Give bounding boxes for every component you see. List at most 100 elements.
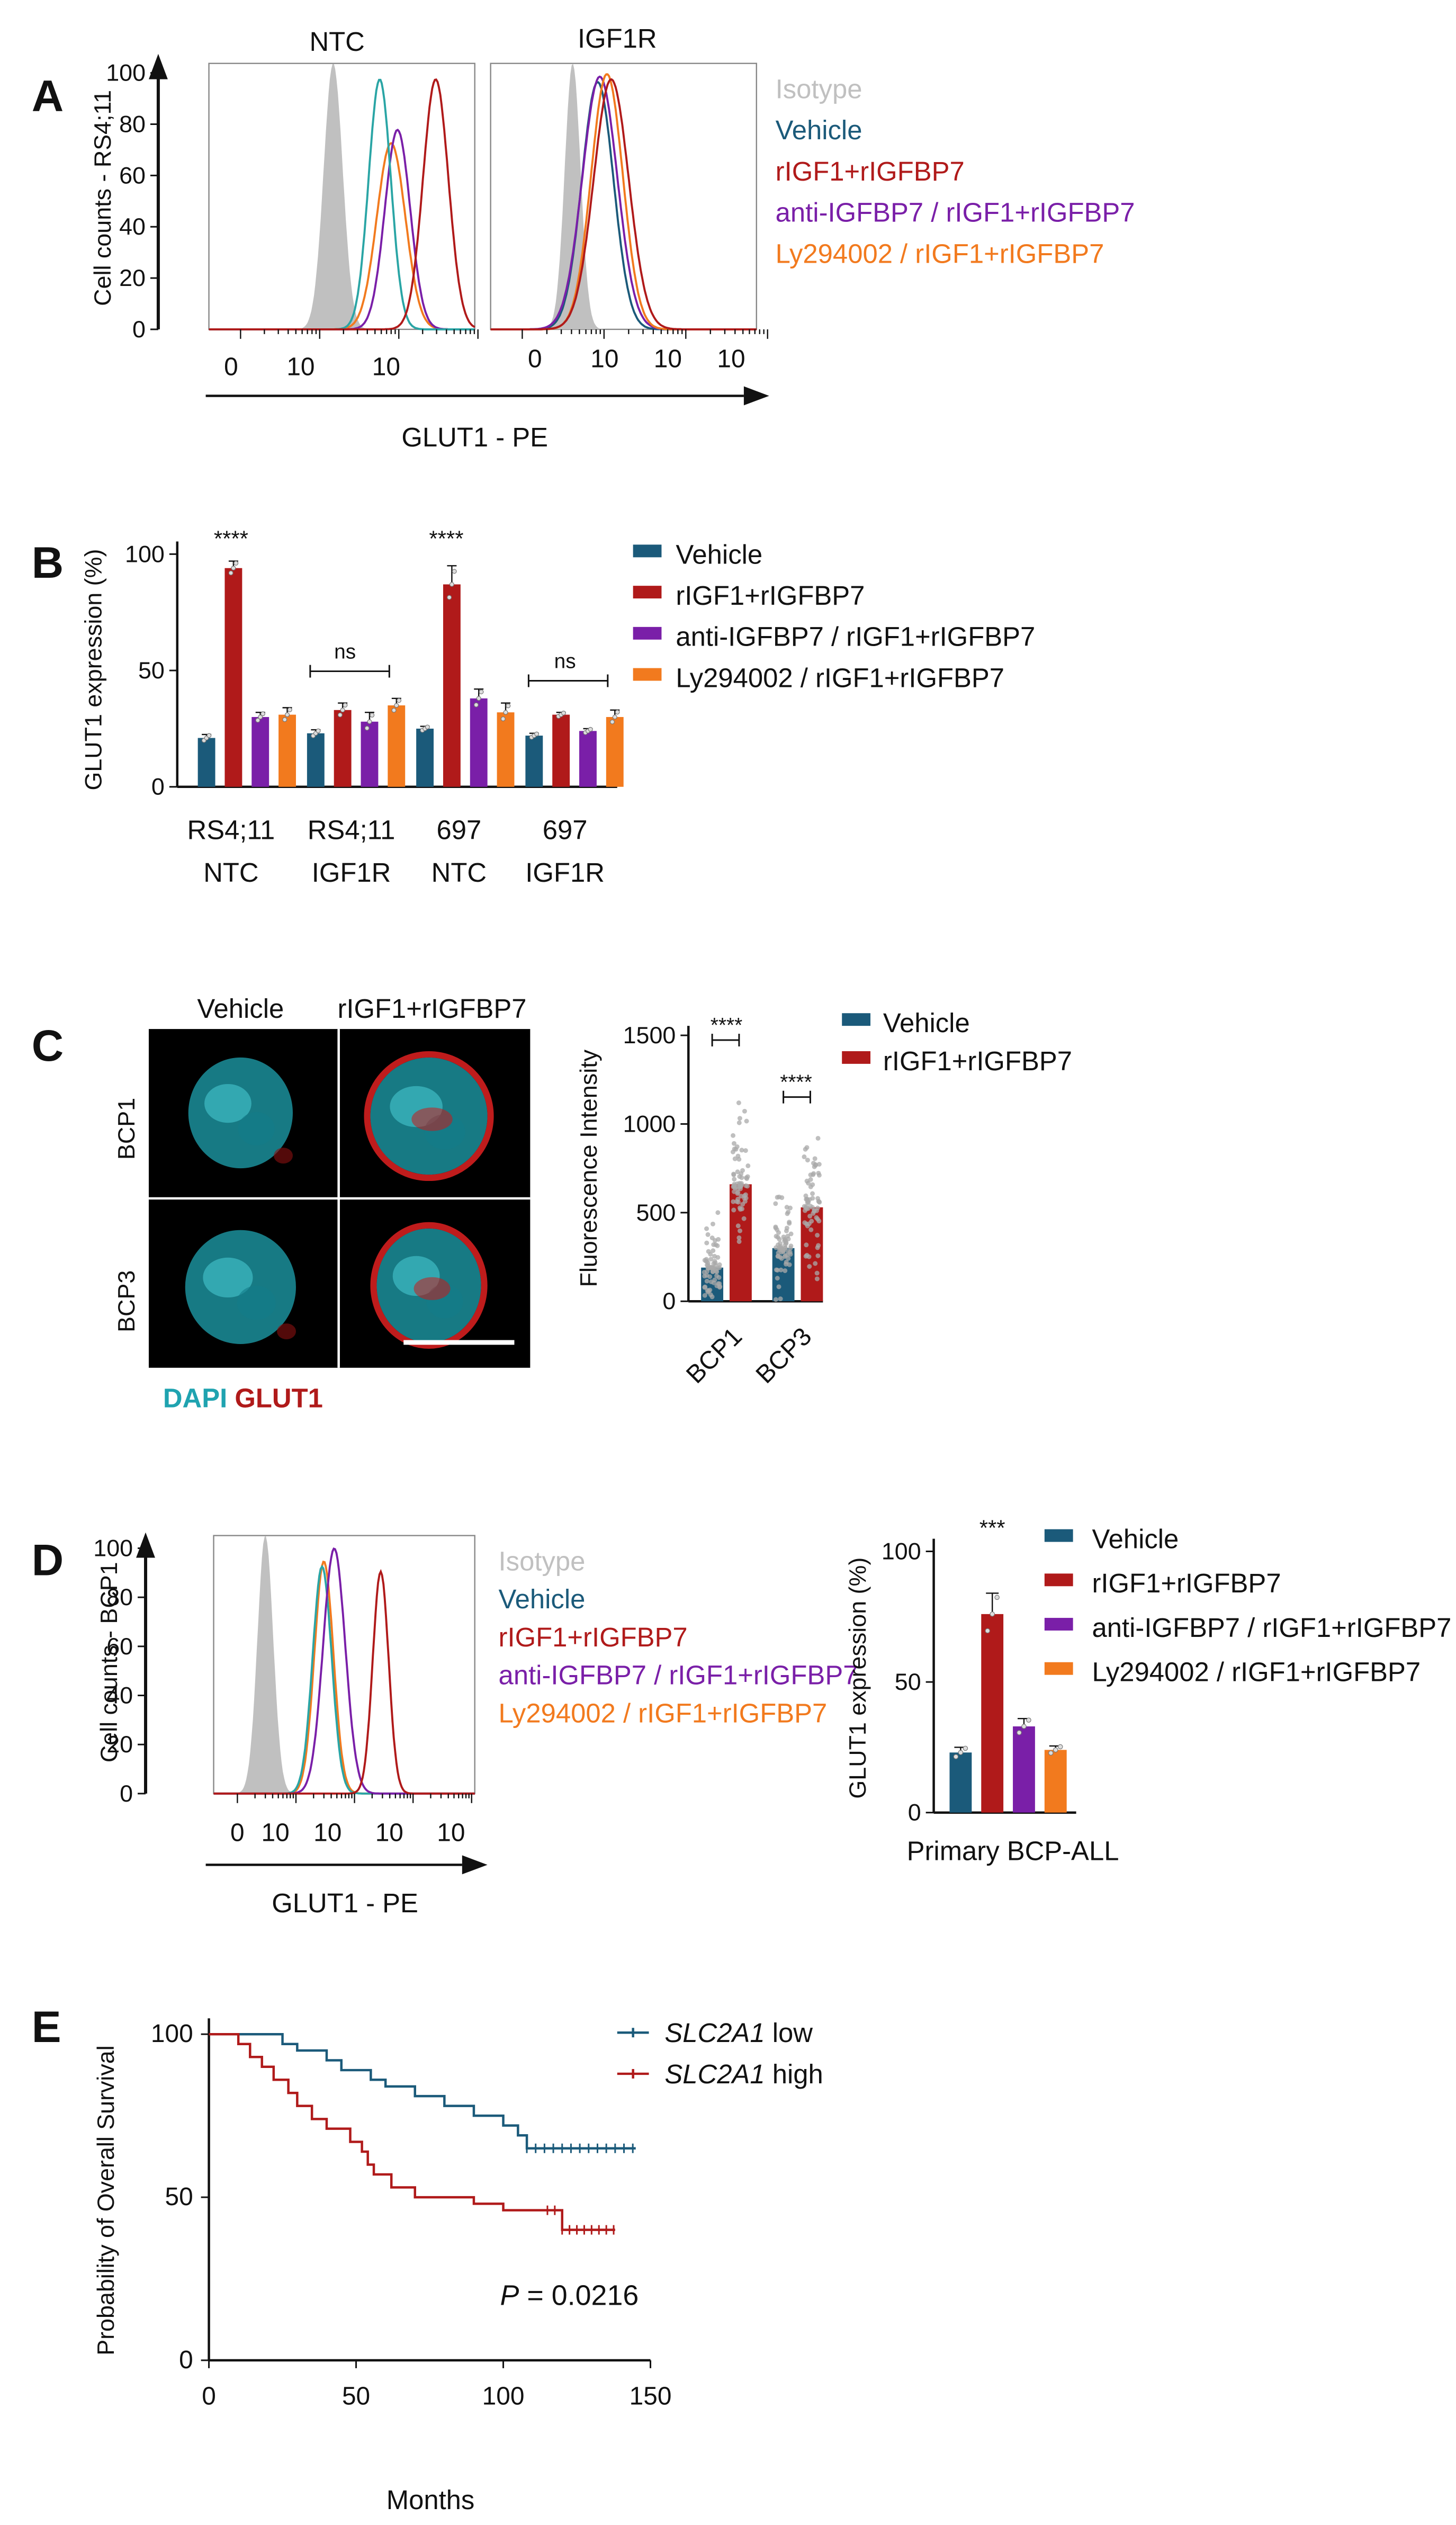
panel-b-bar	[525, 736, 543, 787]
panel-b-point	[364, 726, 370, 731]
panel-c-point	[735, 1189, 741, 1195]
panel-d-bar	[949, 1752, 972, 1813]
panel-b-bar	[251, 717, 269, 787]
panel-c-point	[787, 1221, 792, 1226]
panel-b-category-line1: RS4;11	[308, 814, 396, 845]
panel-d-bar-point	[1053, 1747, 1058, 1753]
panel-d-bar-y-tick-label: 0	[908, 1799, 921, 1826]
panel-a-y-arrow	[148, 53, 168, 79]
panel-c-point	[741, 1216, 747, 1221]
panel-d-bar-point	[958, 1750, 964, 1756]
panel-c-point	[784, 1240, 789, 1245]
panel-b-legend-label: Vehicle	[676, 539, 762, 569]
panel-b-point	[233, 561, 239, 566]
panel-d-bar-y-label: GLUT1 expression (%)	[844, 1557, 871, 1799]
panel-d-y-tick-label: 40	[106, 1681, 133, 1708]
panel-c-nucleus-texture	[204, 1084, 251, 1123]
panel-b-point	[260, 711, 265, 717]
panel-c-point	[773, 1297, 778, 1302]
panel-c-point	[736, 1235, 742, 1240]
panel-c-point	[776, 1230, 781, 1235]
panel-c-point	[736, 1100, 741, 1105]
panel-a-y-tick-label: 100	[106, 59, 146, 86]
panel-a-ko-anti-line	[490, 75, 757, 330]
panel-c-y-tick-label: 500	[636, 1199, 676, 1226]
panel-b-point	[534, 731, 540, 737]
panel-b-point	[367, 719, 372, 724]
panel-c-col-label: Vehicle	[197, 993, 284, 1024]
panel-a-legend-item: rIGF1+rIGFBP7	[776, 156, 965, 186]
panel-c-point	[807, 1213, 813, 1219]
panel-b-legend-swatch	[633, 586, 662, 599]
panel-c-point	[709, 1266, 714, 1271]
panel-b-bar	[197, 738, 215, 787]
panel-a-ko-x-tick-label: 10	[654, 345, 682, 373]
panel-c-point	[715, 1210, 721, 1215]
panel-b-point	[473, 702, 479, 708]
panel-d-legend-item: Ly294002 / rIGF1+rIGFBP7	[499, 1698, 828, 1728]
panel-a-ntc-isotype-area	[209, 64, 475, 329]
panel-b-point	[503, 710, 508, 715]
panel-c-point	[715, 1255, 721, 1260]
panel-c-point	[786, 1210, 791, 1215]
panel-c-point	[712, 1258, 717, 1264]
panel-d-y-label: Cell counts - BCP1	[95, 1562, 122, 1762]
panel-b-point	[447, 595, 452, 600]
panel-b-legend-swatch	[633, 544, 662, 558]
panel-b-category-line2: IGF1R	[312, 857, 391, 888]
panel-a-y-tick-label: 80	[119, 110, 146, 137]
panel-c-point	[734, 1185, 739, 1190]
panel-c-point	[814, 1215, 819, 1220]
panel-c-point	[804, 1204, 809, 1209]
panel-c-point	[810, 1182, 815, 1187]
panel-c-point	[707, 1274, 713, 1279]
panel-c-point	[745, 1163, 751, 1168]
panel-e-y-tick-label: 0	[179, 2346, 193, 2374]
panel-c-point	[815, 1205, 820, 1211]
panel-c-point	[779, 1195, 785, 1201]
panel-b-point	[449, 582, 454, 587]
panel-c-row-label: BCP3	[113, 1270, 140, 1332]
panel-c-point	[716, 1275, 722, 1280]
panel-d-y-tick-label: 0	[120, 1780, 133, 1807]
panel-e-km-curve-high	[209, 2032, 615, 2231]
panel-b-category-line2: IGF1R	[525, 857, 605, 888]
panel-c-point	[712, 1277, 717, 1283]
panel-c-glut1-signal	[274, 1148, 293, 1164]
panel-d-x-tick-label: 10	[437, 1819, 465, 1847]
panel-d-bar-point	[1021, 1724, 1027, 1729]
panel-e-x-label: Months	[387, 2485, 475, 2515]
panel-c-point	[773, 1201, 778, 1206]
panel-d-y-tick-label: 80	[106, 1583, 133, 1610]
panel-d-bar-legend-label: anti-IGFBP7 / rIGF1+rIGFBP7	[1092, 1613, 1451, 1643]
panel-b-bar	[307, 733, 325, 787]
panel-c-point	[736, 1239, 742, 1244]
panel-a-ko-rigf-line	[490, 78, 757, 330]
panel-d-legend-item: rIGF1+rIGFBP7	[499, 1622, 688, 1652]
panel-b-point	[452, 569, 457, 574]
panel-b-point	[615, 710, 620, 715]
panel-e-legend-group: high	[765, 2059, 823, 2089]
panel-b-legend-swatch	[633, 626, 662, 640]
panel-c-point	[702, 1274, 707, 1279]
panel-d-bar-legend-swatch	[1044, 1618, 1073, 1631]
panel-c-legend-swatch	[842, 1013, 871, 1026]
panel-a-y-tick-label: 60	[119, 162, 146, 189]
panel-a-legend-item: Ly294002 / rIGF1+rIGFBP7	[776, 238, 1104, 268]
panel-d-bar-legend-label: rIGF1+rIGFBP7	[1092, 1568, 1281, 1598]
panel-b-point	[561, 710, 566, 715]
panel-b-bar	[470, 698, 488, 787]
panel-d-x-tick-label: 10	[313, 1819, 341, 1847]
panel-c-point	[784, 1261, 789, 1267]
panel-c-point	[776, 1250, 781, 1256]
panel-c-point	[815, 1232, 820, 1238]
panel-a-ko-x-tick-label: 10	[717, 345, 745, 373]
panel-letter: D	[32, 1535, 64, 1584]
panel-c-point	[738, 1228, 743, 1233]
panel-b-point	[394, 703, 399, 708]
panel-b-point	[425, 724, 430, 730]
panel-d-bar-legend-label: Ly294002 / rIGF1+rIGFBP7	[1092, 1657, 1421, 1687]
panel-c-point	[815, 1196, 821, 1201]
panel-a-y-tick-label: 40	[119, 213, 146, 240]
panel-d-x-tick-label: 10	[375, 1819, 403, 1847]
